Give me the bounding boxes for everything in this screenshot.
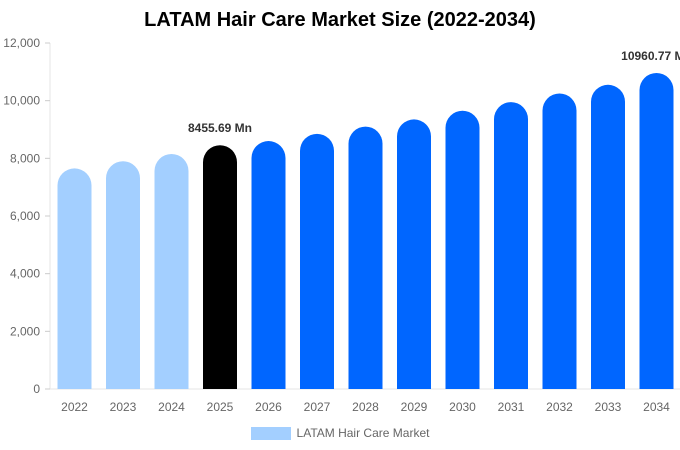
bar-2022 <box>57 168 92 389</box>
y-tick-label: 2,000 <box>10 324 40 338</box>
bar-2027 <box>300 133 334 389</box>
y-tick-label: 6,000 <box>10 209 40 223</box>
y-tick-label: 8,000 <box>10 151 40 165</box>
bar-2024 <box>154 154 189 389</box>
data-label: 8455.69 Mn <box>188 121 252 135</box>
y-tick-label: 12,000 <box>3 36 40 50</box>
y-axis-ticks: 0 2,000 4,000 6,000 8,000 10,000 12,000 <box>3 36 50 396</box>
data-labels: 8455.69 Mn 10960.77 Mn <box>188 49 680 135</box>
bar-2034 <box>639 72 674 389</box>
x-tick-label: 2022 <box>61 400 88 414</box>
x-tick-label: 2034 <box>643 400 670 414</box>
legend-swatch <box>250 426 291 440</box>
y-tick-label: 0 <box>33 382 40 396</box>
data-label: 10960.77 Mn <box>621 49 680 63</box>
x-tick-label: 2027 <box>304 400 331 414</box>
x-tick-label: 2025 <box>207 400 234 414</box>
bar-2032 <box>542 93 577 389</box>
legend-label: LATAM Hair Care Market <box>296 426 430 440</box>
bar-2033 <box>591 84 625 389</box>
y-tick-label: 4,000 <box>10 267 40 281</box>
bars-group <box>57 72 674 390</box>
y-tick-label: 10,000 <box>3 94 40 108</box>
x-tick-label: 2031 <box>498 400 525 414</box>
x-tick-label: 2028 <box>352 400 379 414</box>
x-tick-label: 2033 <box>595 400 622 414</box>
legend: LATAM Hair Care Market <box>0 426 680 440</box>
x-tick-label: 2032 <box>546 400 573 414</box>
bar-2028 <box>348 126 383 389</box>
bar-2030 <box>445 110 480 389</box>
x-tick-label: 2023 <box>110 400 137 414</box>
bar-2025 <box>203 145 237 389</box>
x-tick-label: 2029 <box>401 400 428 414</box>
bar-2026 <box>251 141 286 389</box>
bar-2029 <box>397 119 431 390</box>
x-axis-ticks: 2022 2023 2024 2025 2026 2027 2028 2029 2030 2031… <box>61 400 670 414</box>
x-tick-label: 2030 <box>449 400 476 414</box>
bar-2023 <box>106 161 140 389</box>
x-tick-label: 2026 <box>255 400 282 414</box>
chart-title: LATAM Hair Care Market Size (2022-2034) <box>144 9 536 31</box>
x-tick-label: 2024 <box>158 400 185 414</box>
bar-2031 <box>494 102 528 389</box>
